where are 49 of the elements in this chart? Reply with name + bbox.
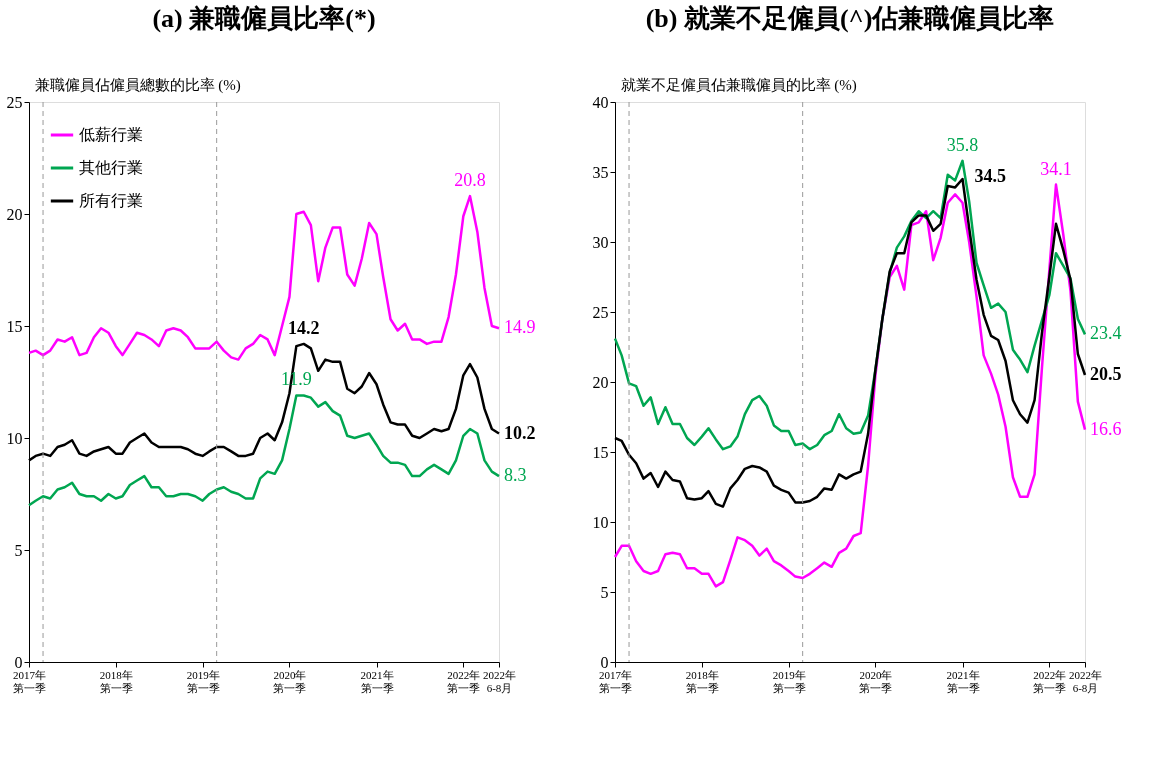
annotation: 35.8 [946,134,979,155]
y-tick-label: 15 [6,317,23,335]
y-tick-label: 25 [6,93,23,111]
annotation: 16.6 [1090,418,1122,439]
y-axis-title: 就業不足僱員佔兼職僱員的比率 (%) [620,76,857,94]
x-tick-label: 2017年第一季 [13,668,46,694]
x-tick-label: 2017年第一季 [599,668,632,694]
annotation: 34.1 [1040,158,1072,179]
annotation: 23.4 [1090,323,1122,344]
x-tick-label: 2020年第一季 [273,668,307,694]
y-tick-label: 5 [14,541,23,559]
x-tick-label: 2018年第一季 [685,668,719,694]
y-tick-label: 25 [592,303,609,321]
x-tick-label: 2018年第一季 [99,668,133,694]
x-tick-label: 2022年6-8月 [1069,668,1102,694]
x-tick-label: 2022年第一季 [1033,668,1067,694]
annotation: 8.3 [504,465,527,486]
x-tick-label: 2020年第一季 [859,668,893,694]
y-tick-label: 20 [6,205,23,223]
annotation: 10.2 [504,422,536,443]
y-tick-label: 0 [600,653,609,671]
y-tick-label: 40 [592,93,609,111]
y-tick-label: 35 [592,163,609,181]
y-tick-label: 20 [592,373,609,391]
y-tick-label: 30 [592,233,609,251]
y-axis-title: 兼職僱員佔僱員總數的比率 (%) [34,76,241,94]
annotation: 34.5 [974,166,1007,186]
x-tick-label: 2021年第一季 [946,668,980,694]
y-tick-label: 15 [592,443,609,461]
x-tick-label: 2021年第一季 [360,668,394,694]
annotation: 14.9 [504,317,536,338]
legend-label: 低薪行業 [79,126,143,143]
y-tick-label: 5 [600,583,609,601]
legend-label: 所有行業 [79,192,143,209]
annotation: 20.5 [1090,364,1122,384]
chart-title: (a) 兼職僱員比率(*) [152,4,376,33]
y-tick-label: 10 [592,513,609,531]
x-tick-label: 2022年6-8月 [483,668,516,694]
chart-title: (b) 就業不足僱員(^)佔兼職僱員比率 [645,4,1055,33]
annotation: 14.2 [287,317,320,338]
annotation: 20.8 [454,170,486,191]
y-tick-label: 0 [14,653,23,671]
x-tick-label: 2019年第一季 [186,668,220,694]
x-tick-label: 2022年第一季 [447,668,481,694]
line-series [27,394,501,507]
line-series [27,194,501,361]
x-tick-label: 2019年第一季 [772,668,806,694]
y-tick-label: 10 [6,429,23,447]
legend-label: 其他行業 [79,159,143,176]
